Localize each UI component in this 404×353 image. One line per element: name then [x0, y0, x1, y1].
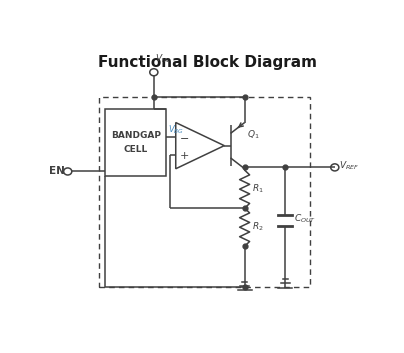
Text: $-$: $-$ — [179, 132, 189, 143]
Text: $V_{BG}$: $V_{BG}$ — [168, 124, 184, 136]
Text: BANDGAP: BANDGAP — [111, 131, 161, 140]
Text: $R_1$: $R_1$ — [252, 183, 263, 196]
Text: Functional Block Diagram: Functional Block Diagram — [97, 55, 317, 70]
Text: $+$: $+$ — [179, 150, 189, 161]
Text: $Q_1$: $Q_1$ — [247, 128, 260, 141]
Text: $C_{OUT}$: $C_{OUT}$ — [294, 212, 316, 225]
Text: CELL: CELL — [124, 144, 148, 154]
Text: $R_2$: $R_2$ — [252, 221, 263, 233]
FancyBboxPatch shape — [105, 109, 166, 175]
Text: $V_{REF}$: $V_{REF}$ — [339, 160, 360, 172]
Text: EN: EN — [49, 167, 65, 176]
Text: $V_{IN}$: $V_{IN}$ — [156, 53, 170, 65]
